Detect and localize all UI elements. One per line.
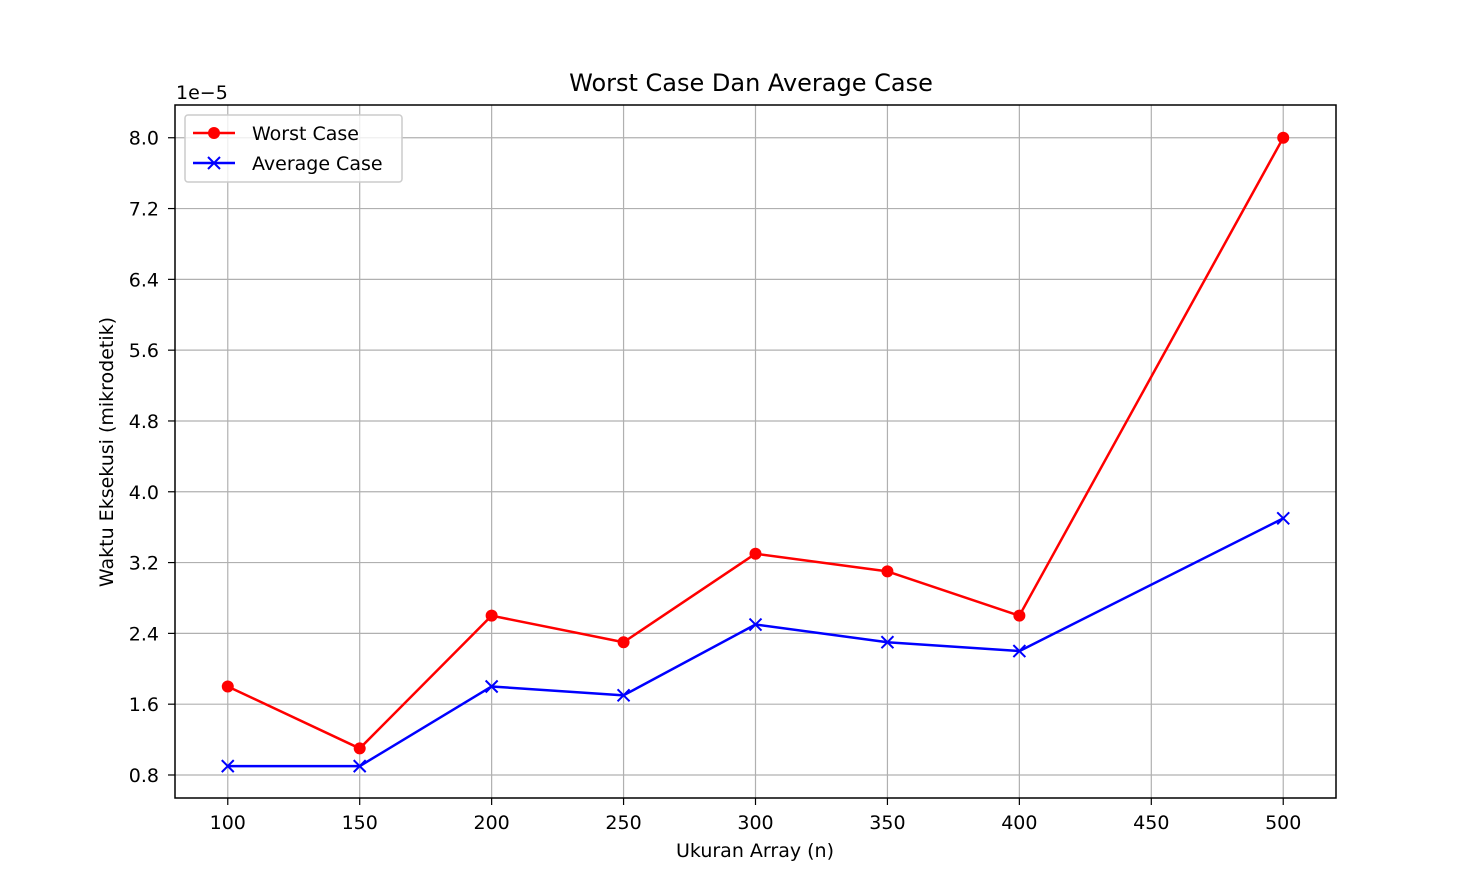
data-point-average-case: [352, 759, 367, 773]
series-line-worst-case: [227, 137, 1285, 750]
x-tick-label: 350: [869, 812, 905, 834]
x-tick-label: 200: [474, 812, 510, 834]
x-tick-label: 300: [737, 812, 773, 834]
data-point-worst-case: [485, 609, 498, 622]
data-point-worst-case: [1277, 131, 1290, 144]
y-tick-label: 2.4: [129, 623, 159, 645]
data-point-worst-case: [749, 547, 762, 560]
y-tick-label: 4.8: [129, 411, 159, 433]
data-point-average-case: [484, 679, 499, 694]
legend-marker-worst-case: [208, 127, 220, 139]
y-tick-label: 7.2: [129, 199, 159, 221]
y-tick-label: 3.2: [129, 553, 159, 575]
x-tick-label: 100: [210, 812, 246, 834]
y-axis-label: Waktu Eksekusi (mikrodetik): [96, 317, 118, 587]
x-tick-label: 450: [1133, 812, 1169, 834]
axis-ticks: 100 150 200 250 300 350 400 450 500 0.8 1.6 2.4 3.2 4…: [129, 128, 1302, 834]
data-point-average-case: [1276, 511, 1290, 526]
x-tick-label: 250: [605, 812, 641, 834]
legend-box: [184, 114, 403, 183]
legend-label-worst-case: Worst Case: [252, 123, 359, 145]
data-point-average-case: [1012, 644, 1027, 658]
x-axis-label: Ukuran Array (n): [676, 840, 834, 862]
data-point-worst-case: [881, 565, 894, 578]
y-offset-label: 1e−5: [176, 82, 228, 104]
series-layer: [221, 131, 1290, 773]
data-point-average-case: [748, 617, 763, 632]
data-point-worst-case: [221, 680, 234, 693]
data-point-average-case: [616, 688, 631, 703]
y-tick-label: 1.6: [129, 694, 159, 716]
data-point-average-case: [880, 635, 895, 649]
data-point-average-case: [221, 759, 235, 773]
grid-lines: [175, 105, 1336, 798]
legend: Worst Case Average Case: [184, 114, 403, 183]
y-tick-label: 6.4: [129, 269, 159, 291]
chart-title: Worst Case Dan Average Case: [569, 69, 933, 97]
series-line-average-case: [227, 517, 1284, 768]
legend-marker-average-case: [207, 156, 221, 170]
data-point-worst-case: [617, 636, 630, 649]
data-point-worst-case: [1013, 609, 1026, 622]
x-tick-label: 400: [1001, 812, 1037, 834]
legend-label-average-case: Average Case: [252, 153, 383, 175]
data-point-worst-case: [353, 742, 366, 755]
x-tick-label: 150: [342, 812, 378, 834]
y-tick-label: 8.0: [129, 128, 159, 150]
y-tick-label: 5.6: [129, 340, 159, 362]
y-tick-label: 4.0: [129, 482, 159, 504]
x-tick-label: 500: [1265, 812, 1301, 834]
y-tick-label: 0.8: [129, 765, 159, 787]
